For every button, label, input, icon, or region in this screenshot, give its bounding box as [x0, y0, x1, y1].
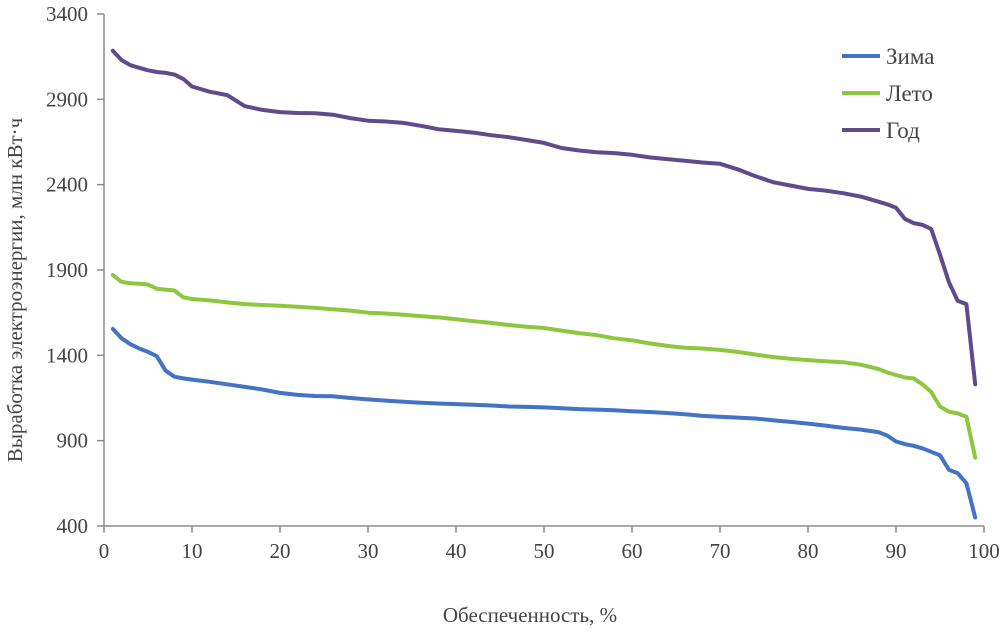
x-tick-label: 90 [886, 539, 907, 563]
y-axis-label: Выработка электроэнергии, млн кВт·ч [3, 117, 27, 462]
legend: Зима Лето Год [842, 44, 934, 143]
y-tick-label: 2900 [46, 87, 88, 111]
y-tick-label: 2400 [46, 173, 88, 197]
series-summer-line [110, 273, 978, 460]
x-tick-label: 100 [968, 539, 1000, 563]
x-tick-label: 40 [446, 539, 467, 563]
y-tick-label: 1400 [46, 343, 88, 367]
series-winter-line [110, 326, 978, 520]
legend-label: Зима [886, 44, 934, 69]
x-tick-label: 80 [798, 539, 819, 563]
legend-label: Год [886, 118, 920, 143]
y-tick-label: 1900 [46, 258, 88, 282]
x-tick-label: 10 [182, 539, 203, 563]
x-tick-label: 60 [622, 539, 643, 563]
legend-label: Лето [886, 81, 933, 106]
y-tick-label: 400 [57, 514, 89, 538]
x-tick-label: 70 [710, 539, 731, 563]
x-tick-label: 50 [534, 539, 555, 563]
y-tick-label: 3400 [46, 2, 88, 26]
x-tick-label: 20 [270, 539, 291, 563]
series-lines [110, 48, 978, 520]
series-year-line [110, 48, 978, 387]
y-tick-label: 900 [57, 429, 89, 453]
x-tick-label: 0 [99, 539, 110, 563]
x-axis-label: Обеспеченность, % [443, 603, 617, 627]
axes: 400 900 1400 1900 2400 2900 3400 0 10 20 30 40 50 60 7… [46, 2, 1000, 563]
x-tick-label: 30 [358, 539, 379, 563]
